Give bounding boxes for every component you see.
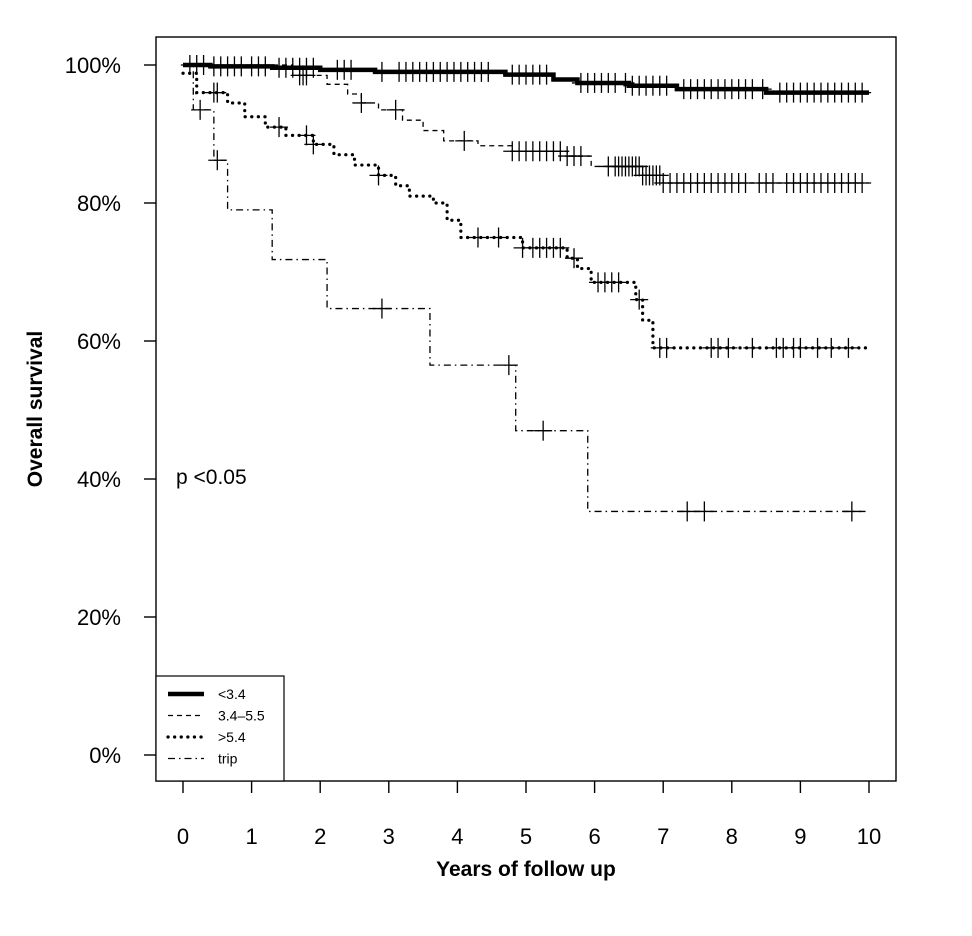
y-tick-label-80: 80% xyxy=(77,191,121,216)
legend-label-1: 3.4–5.5 xyxy=(218,708,265,724)
series-2-censor-mark xyxy=(208,82,227,103)
series-1-censor-mark xyxy=(650,165,669,186)
x-tick-label-0: 0 xyxy=(177,824,189,849)
x-tick-label-5: 5 xyxy=(520,824,532,849)
x-tick-label-3: 3 xyxy=(383,824,395,849)
series-3-line xyxy=(183,64,869,513)
series-2-censor-mark xyxy=(743,337,762,358)
series-3-censor-mark xyxy=(499,355,518,376)
series-0-censor-mark xyxy=(853,82,872,103)
series-0-censor-mark xyxy=(537,64,556,85)
series-0-censor-mark xyxy=(372,61,391,82)
series-2-censor-mark xyxy=(468,227,487,248)
series-1-censor-mark xyxy=(352,92,371,113)
y-tick-label-60: 60% xyxy=(77,329,121,354)
x-tick-label-4: 4 xyxy=(451,824,463,849)
series-2-censor-mark xyxy=(609,272,628,293)
series-1-censor-mark xyxy=(455,130,474,151)
legend-label-3: trip xyxy=(218,751,238,767)
x-tick-label-7: 7 xyxy=(657,824,669,849)
series-2-censor-mark xyxy=(369,165,388,186)
x-axis: 0 1 2 3 4 5 6 7 8 9 10 xyxy=(177,781,881,849)
legend-label-2: >5.4 xyxy=(218,729,246,745)
survival-curves xyxy=(180,55,872,522)
series-1-group xyxy=(183,64,872,193)
series-3-censor-mark xyxy=(191,99,210,120)
legend: <3.4 3.4–5.5 >5.4 trip xyxy=(155,675,285,782)
series-1-censor-mark xyxy=(571,146,590,167)
y-axis: 0% 20% 40% 60% 80% 100% xyxy=(65,53,156,768)
series-3-censor-mark xyxy=(534,420,553,441)
series-2-censor-mark xyxy=(551,237,570,258)
series-2-line xyxy=(181,71,871,350)
series-2-censor-mark xyxy=(297,125,316,146)
p-value-annotation: p <0.05 xyxy=(176,466,247,489)
series-0-censor-mark xyxy=(304,57,323,78)
series-2-censor-mark xyxy=(791,337,810,358)
y-tick-label-20: 20% xyxy=(77,605,121,630)
series-1-censor-mark xyxy=(297,65,316,86)
series-0-censor-mark xyxy=(616,72,635,93)
series-0-censor-mark xyxy=(256,56,275,77)
legend-box xyxy=(155,675,285,782)
series-3-censor-mark xyxy=(372,298,391,319)
series-0-censor-mark xyxy=(342,59,361,80)
x-tick-label-8: 8 xyxy=(726,824,738,849)
series-3-censor-mark xyxy=(695,501,714,522)
series-3-censor-mark xyxy=(208,150,227,171)
series-3-censor-mark xyxy=(842,501,861,522)
series-2-censor-mark xyxy=(822,337,841,358)
series-1-censor-mark xyxy=(551,141,570,162)
series-1-censor-mark xyxy=(853,172,872,193)
series-2-group xyxy=(181,71,871,358)
series-3-group xyxy=(183,64,869,522)
x-tick-label-6: 6 xyxy=(588,824,600,849)
y-tick-label-100: 100% xyxy=(65,53,121,78)
series-1-censor-mark xyxy=(630,156,649,177)
y-axis-title: Overall survival xyxy=(24,331,47,487)
legend-label-0: <3.4 xyxy=(218,686,246,702)
series-2-censor-mark xyxy=(630,289,649,310)
series-1-censor-mark xyxy=(386,99,405,120)
series-2-censor-mark xyxy=(270,117,289,138)
x-tick-label-1: 1 xyxy=(245,824,257,849)
series-0-group xyxy=(180,55,872,103)
series-2-censor-mark xyxy=(657,337,676,358)
x-tick-label-10: 10 xyxy=(857,824,881,849)
x-tick-label-2: 2 xyxy=(314,824,326,849)
series-2-censor-mark xyxy=(565,248,584,269)
y-tick-label-0: 0% xyxy=(89,743,121,768)
series-0-censor-mark xyxy=(479,61,498,82)
series-2-censor-mark xyxy=(489,227,508,248)
x-tick-label-9: 9 xyxy=(794,824,806,849)
y-tick-label-40: 40% xyxy=(77,467,121,492)
series-2-censor-mark xyxy=(839,337,858,358)
series-3-censor-mark xyxy=(678,501,697,522)
x-axis-title: Years of follow up xyxy=(436,858,616,881)
series-1-line xyxy=(183,64,869,184)
series-2-censor-mark xyxy=(719,337,738,358)
series-0-censor-mark xyxy=(657,75,676,96)
series-0-censor-mark xyxy=(753,79,772,100)
series-2-censor-mark xyxy=(304,134,323,155)
